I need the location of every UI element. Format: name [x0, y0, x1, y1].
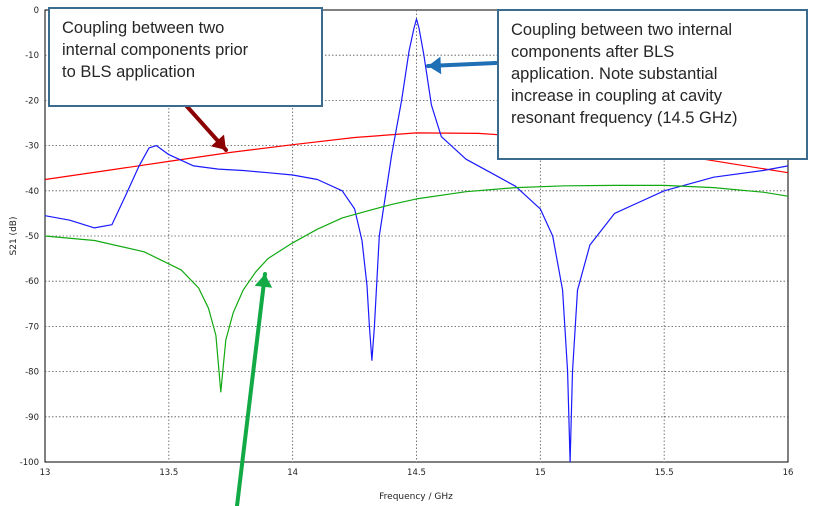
y-tick-labels: 0 -10 -20 -30 -40 -50 -60 -70 -80 -90 -100	[20, 6, 39, 468]
y-tick-label: -10	[25, 51, 39, 61]
x-tick-label: 13.5	[159, 468, 178, 478]
x-axis-title: Frequency / GHz	[379, 492, 453, 502]
y-tick-label: 0	[34, 6, 39, 16]
x-tick-label: 14	[287, 468, 298, 478]
series-line-green	[45, 184, 788, 393]
x-tick-label: 15	[535, 468, 546, 478]
series-line-blue	[45, 18, 788, 462]
y-tick-label: -40	[25, 187, 39, 197]
callout-before-line-2: internal components prior	[62, 41, 249, 59]
callout-after-line-2: components after BLS	[511, 43, 675, 61]
x-tick-labels: 13 13.5 14 14.5 15 15.5 16	[40, 468, 794, 478]
y-tick-label: -70	[25, 322, 39, 332]
callout-before-line-1: Coupling between two	[62, 19, 225, 37]
y-tick-label: -90	[25, 413, 39, 423]
callout-after-line-3: application. Note substantial	[511, 65, 718, 83]
callout-before-bls: Coupling between two internal components…	[48, 7, 323, 107]
x-tick-label: 14.5	[407, 468, 426, 478]
arrow-before-bls	[181, 100, 228, 152]
x-tick-label: 16	[783, 468, 794, 478]
callout-after-bls: Coupling between two internal components…	[497, 9, 808, 160]
x-tick-label: 15.5	[655, 468, 674, 478]
y-tick-label: -60	[25, 277, 39, 287]
callout-before-line-3: to BLS application	[62, 63, 196, 81]
x-tick-label: 13	[40, 468, 51, 478]
y-tick-label: -100	[20, 458, 39, 468]
y-tick-label: -50	[25, 232, 39, 242]
arrow-green-curve	[235, 272, 273, 506]
arrow-after-bls	[426, 56, 498, 75]
callout-after-line-4: increase in coupling at cavity	[511, 87, 722, 105]
callout-after-line-1: Coupling between two internal	[511, 21, 733, 39]
y-axis-title: S21 (dB)	[9, 217, 19, 256]
annotation-arrows	[181, 56, 498, 506]
y-tick-label: -80	[25, 368, 39, 378]
y-tick-label: -20	[25, 96, 39, 106]
y-tick-label: -30	[25, 142, 39, 152]
callout-after-line-5: resonant frequency (14.5 GHz)	[511, 109, 738, 127]
